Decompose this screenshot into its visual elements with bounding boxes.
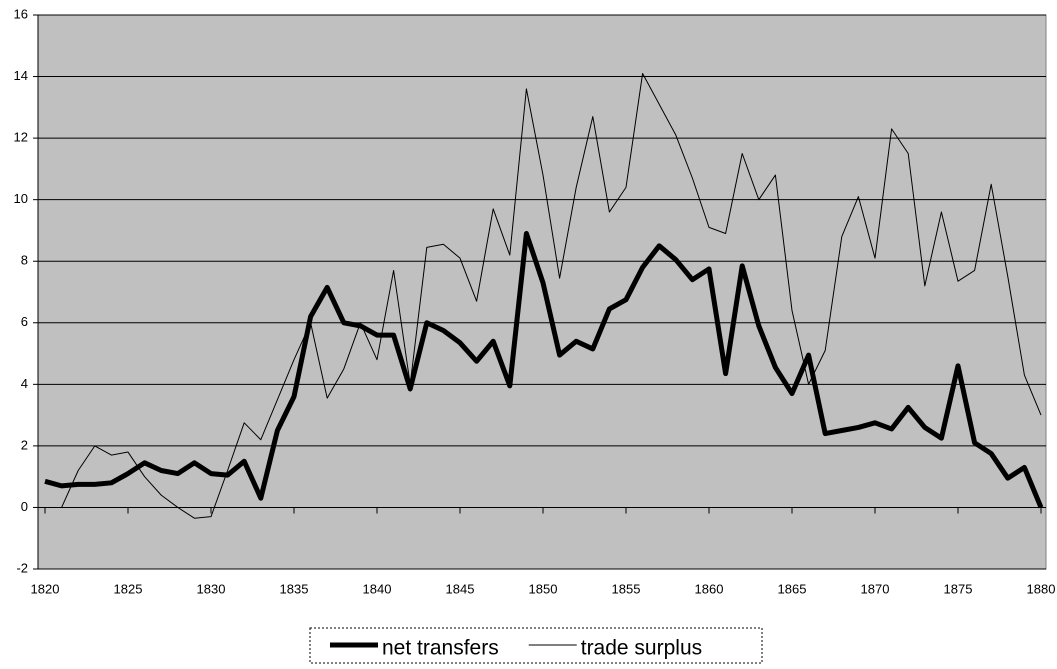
y-tick-label: 8 (21, 253, 28, 268)
y-tick-label: 4 (21, 376, 28, 391)
x-tick-label: 1855 (612, 581, 641, 596)
x-tick-label: 1850 (529, 581, 558, 596)
x-tick-label: 1825 (114, 581, 143, 596)
x-tick-label: 1865 (778, 581, 807, 596)
x-tick-label: 1860 (695, 581, 724, 596)
x-tick-label: 1845 (446, 581, 475, 596)
x-tick-label: 1870 (861, 581, 890, 596)
y-tick-label: 2 (21, 437, 28, 452)
x-tick-label: 1880 (1027, 581, 1056, 596)
plot-area (37, 14, 1047, 570)
y-tick-label: -2 (16, 560, 28, 575)
x-tick-label: 1835 (280, 581, 309, 596)
y-tick-label: 6 (21, 314, 28, 329)
x-tick-label: 1830 (197, 581, 226, 596)
grid (33, 14, 1046, 570)
y-tick-label: 12 (14, 130, 28, 145)
legend-box (309, 627, 763, 664)
y-tick-label: 16 (14, 6, 28, 21)
lines (44, 72, 1044, 519)
x-tick-label: 1840 (363, 581, 392, 596)
x-tick-label: 1820 (31, 581, 60, 596)
legend-text: trade surplus (581, 637, 702, 660)
y-tick-label: 10 (14, 191, 28, 206)
legend-text: net transfers (382, 637, 499, 660)
x-tick-label: 1875 (944, 581, 973, 596)
y-tick-label: 0 (21, 499, 28, 514)
series-line (44, 231, 1044, 509)
y-tick-label: 14 (14, 68, 28, 83)
series-line (61, 72, 1042, 519)
